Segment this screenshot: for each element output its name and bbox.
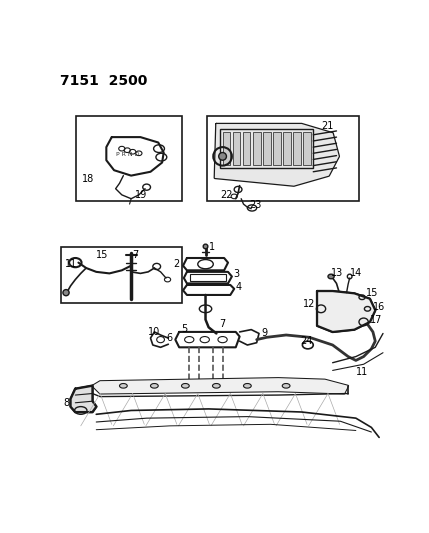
- Ellipse shape: [219, 152, 227, 160]
- Text: 11: 11: [356, 367, 368, 377]
- Bar: [243, 132, 251, 165]
- Text: 10: 10: [148, 327, 160, 337]
- Text: 4: 4: [236, 282, 242, 292]
- Text: 11: 11: [64, 259, 77, 269]
- Ellipse shape: [328, 274, 334, 279]
- Polygon shape: [92, 378, 348, 393]
- Ellipse shape: [63, 289, 69, 296]
- Polygon shape: [317, 291, 375, 332]
- Bar: [263, 132, 271, 165]
- Polygon shape: [71, 386, 96, 412]
- Bar: [273, 132, 281, 165]
- Bar: [220, 130, 313, 168]
- Ellipse shape: [282, 384, 290, 388]
- Text: 24: 24: [300, 336, 312, 346]
- Text: 1: 1: [208, 242, 215, 252]
- Ellipse shape: [181, 384, 189, 388]
- Text: 13: 13: [331, 269, 343, 278]
- Text: 15: 15: [366, 288, 378, 298]
- Text: 2: 2: [174, 259, 180, 269]
- Bar: [233, 132, 240, 165]
- Bar: [293, 132, 301, 165]
- Text: 9: 9: [261, 328, 267, 338]
- Text: 22: 22: [220, 190, 233, 200]
- Ellipse shape: [151, 384, 158, 388]
- Ellipse shape: [203, 244, 208, 249]
- Text: 8: 8: [63, 398, 69, 408]
- Bar: [253, 132, 260, 165]
- Bar: [303, 132, 311, 165]
- Text: 18: 18: [82, 174, 94, 184]
- Text: 6: 6: [166, 333, 172, 343]
- Ellipse shape: [244, 384, 251, 388]
- Text: 7: 7: [133, 250, 139, 260]
- Text: 12: 12: [303, 299, 316, 309]
- Text: 16: 16: [373, 302, 385, 311]
- Text: 21: 21: [321, 120, 333, 131]
- Bar: [283, 132, 291, 165]
- Ellipse shape: [212, 384, 220, 388]
- Text: 7151  2500: 7151 2500: [60, 74, 147, 88]
- Text: 7: 7: [219, 319, 225, 329]
- Text: 15: 15: [96, 250, 109, 260]
- Text: 19: 19: [135, 190, 147, 200]
- Text: 23: 23: [250, 200, 262, 210]
- Bar: [60, 247, 181, 303]
- Text: 14: 14: [350, 269, 362, 278]
- Text: 3: 3: [233, 269, 239, 279]
- Bar: [76, 116, 181, 201]
- Bar: [190, 274, 226, 281]
- Polygon shape: [215, 124, 339, 185]
- Bar: [223, 132, 230, 165]
- Ellipse shape: [120, 384, 127, 388]
- Bar: [207, 116, 359, 201]
- Text: P R N D: P R N D: [116, 152, 139, 157]
- Text: 5: 5: [181, 324, 188, 334]
- Text: 17: 17: [370, 316, 382, 325]
